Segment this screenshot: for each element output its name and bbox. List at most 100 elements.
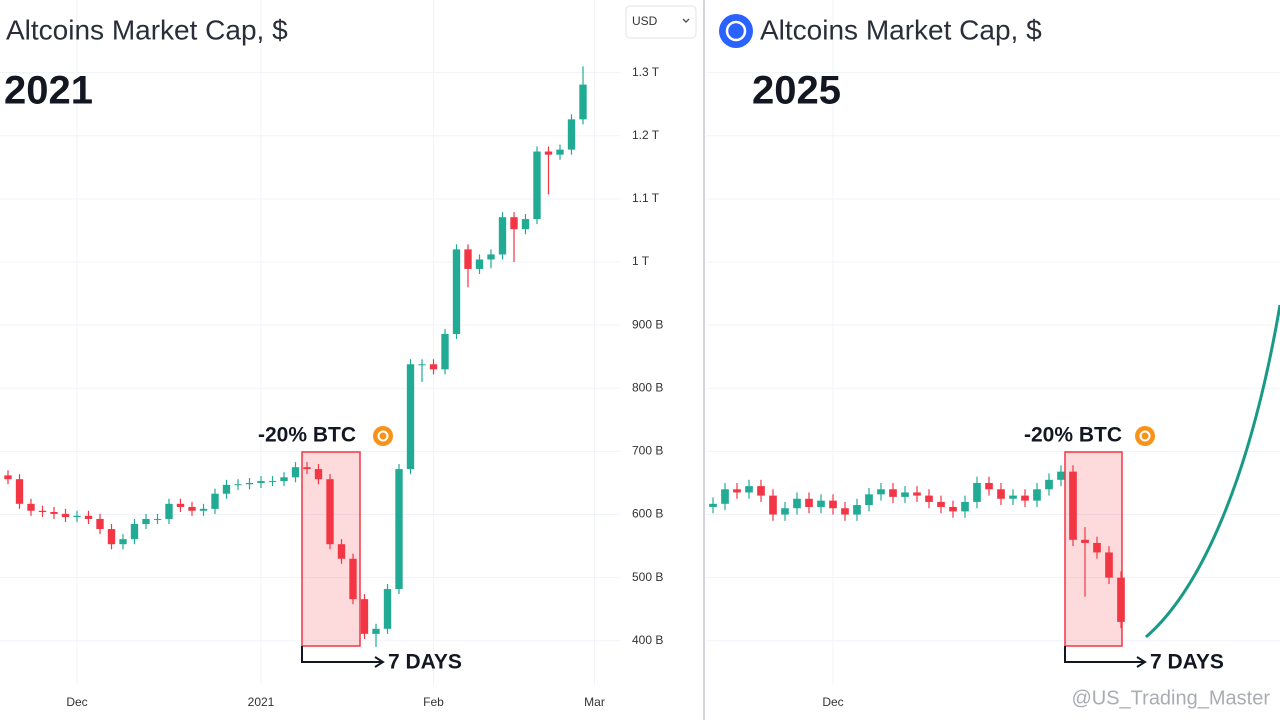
candle-body bbox=[733, 489, 741, 493]
currency-select[interactable] bbox=[625, 5, 697, 39]
x-tick-label: Dec bbox=[822, 695, 843, 709]
duration-arrow bbox=[301, 646, 385, 668]
candle-body bbox=[556, 149, 564, 155]
candle-body bbox=[498, 217, 507, 255]
annotation: -20% BTC bbox=[258, 424, 356, 447]
duration-label: 7 DAYS bbox=[388, 651, 462, 674]
candle-body bbox=[913, 492, 921, 496]
year-label: 2025 bbox=[752, 69, 841, 113]
candle-body bbox=[793, 498, 801, 509]
candle-body bbox=[961, 501, 969, 512]
duration-arrow bbox=[1064, 646, 1147, 668]
duration-label: 7 DAYS bbox=[1150, 651, 1224, 674]
candle-body bbox=[841, 508, 849, 515]
candle-body bbox=[326, 479, 334, 545]
candle-body bbox=[1117, 577, 1125, 622]
candle-body bbox=[853, 505, 861, 515]
btc-icon bbox=[1135, 426, 1155, 446]
candle-body bbox=[314, 469, 323, 480]
candle-body bbox=[119, 539, 127, 545]
x-tick-label: Mar bbox=[584, 695, 605, 709]
candle-body bbox=[544, 151, 553, 155]
candle-body bbox=[418, 364, 426, 366]
candle-body bbox=[709, 503, 717, 507]
candle-body bbox=[372, 628, 380, 634]
candle-body bbox=[15, 479, 24, 504]
candle-body bbox=[1093, 542, 1101, 553]
candle-body bbox=[38, 510, 47, 513]
candle-body bbox=[291, 467, 300, 478]
candle-body bbox=[781, 508, 789, 515]
coin-icon bbox=[719, 14, 753, 48]
candle-body bbox=[745, 486, 753, 493]
candle-body bbox=[1081, 539, 1089, 543]
candle-body bbox=[165, 503, 173, 519]
candle-body bbox=[1009, 495, 1017, 499]
grid bbox=[0, 0, 1280, 685]
candle-body bbox=[107, 529, 116, 545]
candle-body bbox=[865, 494, 873, 506]
candle-body bbox=[937, 501, 945, 507]
candle-body bbox=[533, 151, 541, 220]
candle-body bbox=[901, 492, 909, 497]
candle-body bbox=[757, 486, 765, 496]
candle-body bbox=[142, 518, 150, 525]
candle-body bbox=[395, 469, 403, 590]
candle-body bbox=[61, 513, 70, 518]
btc-icon-inner bbox=[377, 430, 389, 442]
candle-body bbox=[96, 518, 104, 530]
candle-body bbox=[1069, 471, 1077, 540]
candle-body bbox=[769, 495, 777, 515]
currency-label: USD bbox=[632, 14, 658, 28]
candle-body bbox=[475, 259, 484, 269]
candle-body bbox=[567, 119, 576, 150]
candle-body bbox=[452, 249, 461, 334]
candle-body bbox=[1057, 471, 1065, 480]
candle-body bbox=[829, 500, 837, 509]
y-tick-label: 600 B bbox=[632, 507, 663, 521]
watermark: @US_Trading_Master bbox=[1071, 687, 1270, 709]
projection-curve bbox=[1145, 304, 1280, 639]
candle-body bbox=[4, 475, 12, 480]
candle-body bbox=[521, 219, 530, 230]
candle-body bbox=[211, 493, 219, 509]
candle-body bbox=[222, 484, 231, 494]
candle-body bbox=[234, 484, 242, 486]
candle-body bbox=[817, 500, 825, 507]
candle-body bbox=[1045, 479, 1053, 490]
candle-body bbox=[510, 217, 518, 230]
candle-body bbox=[721, 489, 729, 504]
candle-body bbox=[84, 515, 93, 519]
candle-body bbox=[383, 589, 392, 629]
candle-body bbox=[985, 482, 993, 490]
drop-highlight bbox=[301, 451, 361, 647]
y-tick-label: 700 B bbox=[632, 444, 663, 458]
candle-body bbox=[487, 254, 495, 260]
y-tick-label: 800 B bbox=[632, 380, 663, 394]
candle-body bbox=[337, 544, 346, 559]
candle-body bbox=[441, 333, 449, 370]
candle-body bbox=[280, 477, 288, 482]
candle-body bbox=[877, 489, 885, 495]
y-tick-label: 1 T bbox=[632, 254, 650, 268]
candle-body bbox=[188, 506, 196, 511]
drop-highlight bbox=[1064, 451, 1123, 647]
y-tick-label: 400 B bbox=[632, 633, 663, 647]
x-tick-label: Dec bbox=[66, 695, 87, 709]
y-tick-label: 1.2 T bbox=[632, 128, 660, 142]
candle-body bbox=[130, 524, 139, 540]
candle-body bbox=[889, 489, 897, 497]
candle-body bbox=[27, 503, 35, 511]
candle-body bbox=[1021, 495, 1029, 501]
candle-body bbox=[406, 364, 415, 470]
candle-body bbox=[925, 495, 933, 502]
candle-body bbox=[268, 481, 277, 483]
candle-body bbox=[949, 506, 957, 512]
candle-body bbox=[176, 503, 185, 507]
coin-icon-ring bbox=[725, 20, 747, 42]
candle-body bbox=[1033, 489, 1041, 501]
candle-body bbox=[73, 515, 81, 518]
candle-body bbox=[464, 249, 472, 269]
